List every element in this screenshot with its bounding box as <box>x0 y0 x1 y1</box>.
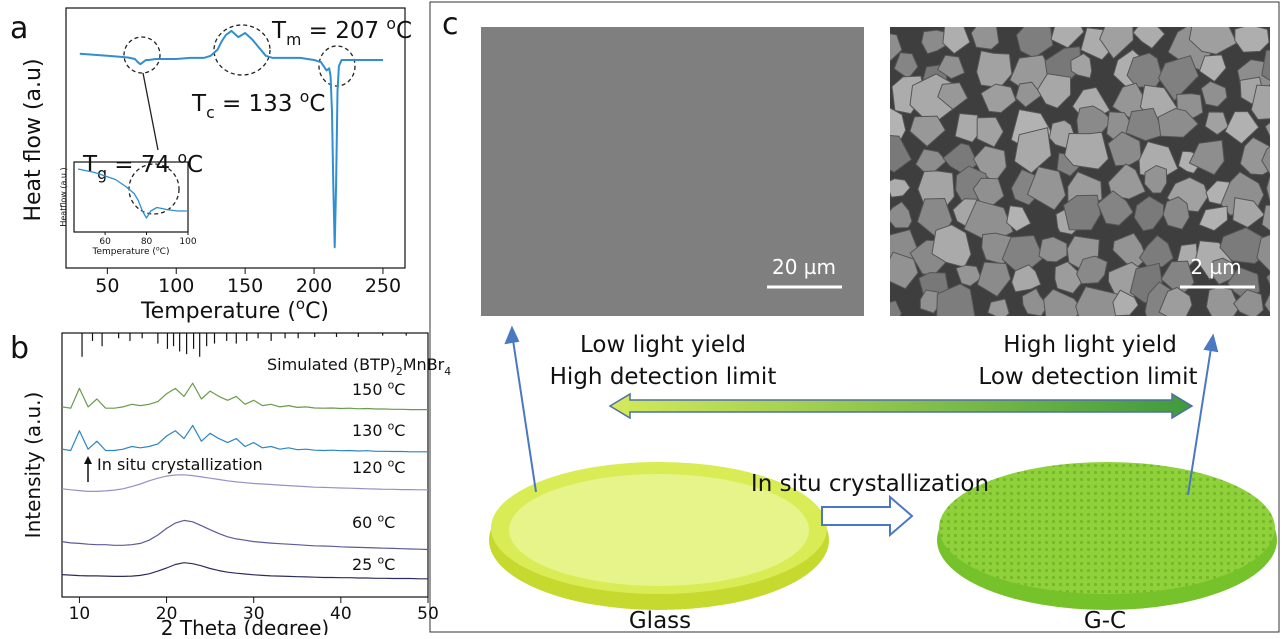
annotation: Tm = 207 oC <box>271 14 412 49</box>
process-label: In situ crystallization <box>751 471 989 497</box>
grain <box>988 299 1009 319</box>
text-part: 4 <box>444 365 451 378</box>
text-part: T <box>191 91 207 117</box>
text-part: In situ crystallization <box>97 455 263 474</box>
grain <box>1275 24 1282 67</box>
text-part: MnBr <box>403 355 445 374</box>
series-label: 150 oC <box>352 379 405 399</box>
property-text: High detection limit <box>550 364 777 390</box>
x-tick-label: 100 <box>179 237 196 247</box>
text-part: C) <box>160 247 170 257</box>
panel-label: a <box>10 11 28 46</box>
inset-y-title: Heatflow (a.u.) <box>59 167 68 226</box>
grain <box>1065 132 1109 169</box>
text-part: 130 <box>352 421 388 440</box>
scale-bar-label: 2 µm <box>1190 255 1241 279</box>
text-part: T <box>271 18 287 44</box>
x-tick-label: 150 <box>227 275 263 297</box>
plot-frame <box>66 8 405 268</box>
double-arrow <box>610 394 1192 418</box>
x-tick-label: 100 <box>158 275 194 297</box>
x-tick-label: 250 <box>365 275 401 297</box>
text-part: 150 <box>352 380 388 399</box>
text-part: c <box>206 103 215 122</box>
grain <box>1251 85 1282 119</box>
text-part: C <box>396 18 412 44</box>
series-label: 60 oC <box>352 512 395 532</box>
grain <box>1163 197 1189 229</box>
grain <box>971 20 999 49</box>
text-part: o <box>296 295 305 313</box>
x-tick-label: 10 <box>69 604 91 624</box>
text-part: Temperature ( <box>140 299 296 324</box>
text-part: C <box>384 513 395 532</box>
text-part: Simulated (BTP) <box>267 355 396 374</box>
annotation: Tg = 74 oC <box>82 148 203 183</box>
inset-x-title: Temperature (oC) <box>92 245 170 257</box>
series-label: 130 oC <box>352 420 405 440</box>
sample-label: G-C <box>1084 608 1126 634</box>
text-part: 2 <box>396 365 403 378</box>
property-text: Low light yield <box>580 332 746 358</box>
text-part: 120 <box>352 458 388 477</box>
text-part: C <box>394 380 405 399</box>
curve <box>62 475 428 492</box>
property-text: High light yield <box>1003 332 1177 358</box>
sample-label: Glass <box>629 608 691 634</box>
series-label: Simulated (BTP)2MnBr4 <box>267 355 451 378</box>
text-part: C <box>394 458 405 477</box>
grain <box>1235 25 1269 52</box>
curve <box>80 31 383 247</box>
x-tick-label: 60 <box>99 237 111 247</box>
annotation: In situ crystallization <box>97 455 263 474</box>
text-part: 60 <box>352 513 377 532</box>
panel-label: c <box>442 7 459 42</box>
y-axis-title: Heat flow (a.u) <box>21 58 46 221</box>
x-tick-label: 40 <box>330 604 352 624</box>
x-tick-label: 50 <box>95 275 119 297</box>
text-part: o <box>177 148 187 167</box>
text-part: C <box>394 421 405 440</box>
highlight-circles <box>124 25 355 214</box>
annotation: Tc = 133 oC <box>191 87 325 122</box>
text-part: T <box>82 152 98 178</box>
text-part: Temperature ( <box>92 247 156 257</box>
y-axis-title: Intensity (a.u.) <box>21 392 45 539</box>
text-part: C) <box>305 299 329 324</box>
x-tick-label: 30 <box>243 604 265 624</box>
series-label: 25 oC <box>352 554 395 574</box>
x-axis-title: Temperature (oC) <box>140 295 329 324</box>
text-part: C <box>187 152 203 178</box>
text-part: = 133 <box>215 91 300 117</box>
text-part: = 74 <box>107 152 177 178</box>
text-part: m <box>286 30 301 49</box>
text-part: = 207 <box>301 18 386 44</box>
property-text: Low detection limit <box>978 364 1197 390</box>
x-tick-label: 80 <box>141 237 153 247</box>
x-tick-label: 50 <box>417 604 439 624</box>
process-arrow <box>822 497 912 535</box>
gc-disc <box>939 462 1275 594</box>
leader-line <box>143 73 158 150</box>
text-part: o <box>300 87 310 106</box>
text-part: C <box>309 91 325 117</box>
scale-bar-label: 20 µm <box>772 255 836 279</box>
x-tick-label: 20 <box>156 604 178 624</box>
panel-label: b <box>10 331 29 366</box>
x-tick-label: 200 <box>296 275 332 297</box>
series-label: 120 oC <box>352 457 405 477</box>
text-part: C <box>384 555 395 574</box>
text-part: o <box>386 14 396 33</box>
text-part: 25 <box>352 555 377 574</box>
arrow-head <box>84 456 92 464</box>
